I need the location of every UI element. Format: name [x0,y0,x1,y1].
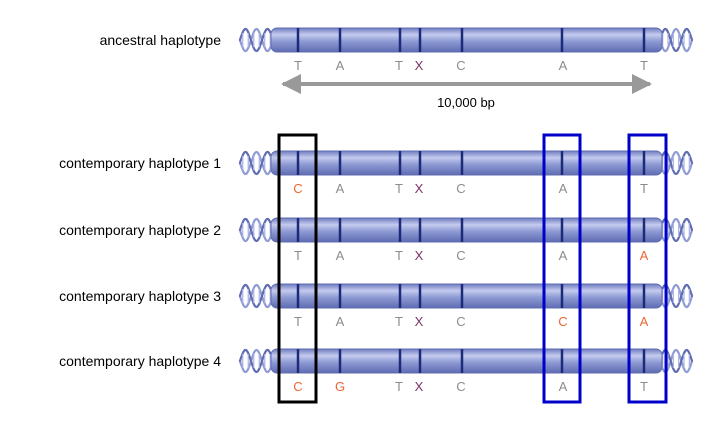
chromosome-bar [270,283,663,309]
haplotype-row: contemporary haplotype 3T A T X C C A [59,283,694,329]
haplotype-row: contemporary haplotype 2T A T X C A A [59,217,694,263]
allele-label: A [336,314,345,329]
allele-label: C [456,379,465,394]
dna-helix-right-icon [658,27,694,53]
haplotype-row: contemporary haplotype 4C G T X C A T [59,348,694,394]
allele-label: C [456,181,465,196]
chromosome-bar [270,27,663,53]
crossover-mark: X [415,248,424,263]
allele-label: A [640,248,649,263]
chromosome-bar [270,150,663,176]
allele-label: T [640,379,648,394]
allele-label: A [336,181,345,196]
allele-label: C [293,181,302,196]
allele-label: T [395,314,403,329]
crossover-mark: X [415,314,424,329]
allele-label: A [336,58,345,73]
allele-label: G [335,379,345,394]
haplotype-row: contemporary haplotype 1C A T X C A T [59,150,694,196]
highlight-boxes [277,133,668,404]
allele-label: T [294,314,302,329]
allele-label: A [640,314,649,329]
haplotype-label: contemporary haplotype 3 [59,288,221,304]
allele-label: C [456,314,465,329]
allele-label: A [336,248,345,263]
haplotype-label: contemporary haplotype 4 [59,353,221,369]
crossover-mark: X [415,181,424,196]
dna-helix-left-icon [238,217,275,243]
allele-label: C [293,379,302,394]
allele-label: T [395,379,403,394]
chromosome-bar [270,217,663,243]
highlight-box-snp-6 [542,133,582,404]
dna-helix-left-icon [238,283,275,309]
dna-helix-left-icon [238,27,275,53]
allele-label: T [640,58,648,73]
haplotype-label: ancestral haplotype [100,32,222,48]
haplotype-label: contemporary haplotype 2 [59,222,221,238]
allele-label: T [294,58,302,73]
crossover-mark: X [415,58,424,73]
allele-label: C [456,248,465,263]
allele-label: A [559,181,568,196]
allele-label: T [395,181,403,196]
allele-label: A [559,58,568,73]
crossover-mark: X [415,379,424,394]
span-label: 10,000 bp [437,95,495,110]
allele-label: T [395,248,403,263]
haplotype-label: contemporary haplotype 1 [59,155,221,171]
allele-label: C [456,58,465,73]
highlight-box-snp-1 [277,133,318,404]
dna-helix-left-icon [238,150,275,176]
chromosome-bar [270,348,663,374]
allele-label: T [640,181,648,196]
allele-label: C [558,314,567,329]
allele-label: T [395,58,403,73]
span-indicator: 10,000 bp [281,74,652,110]
allele-label: T [294,248,302,263]
dna-helix-left-icon [238,348,275,374]
highlight-box-snp-7 [627,133,668,404]
allele-label: A [559,248,568,263]
allele-label: A [559,379,568,394]
